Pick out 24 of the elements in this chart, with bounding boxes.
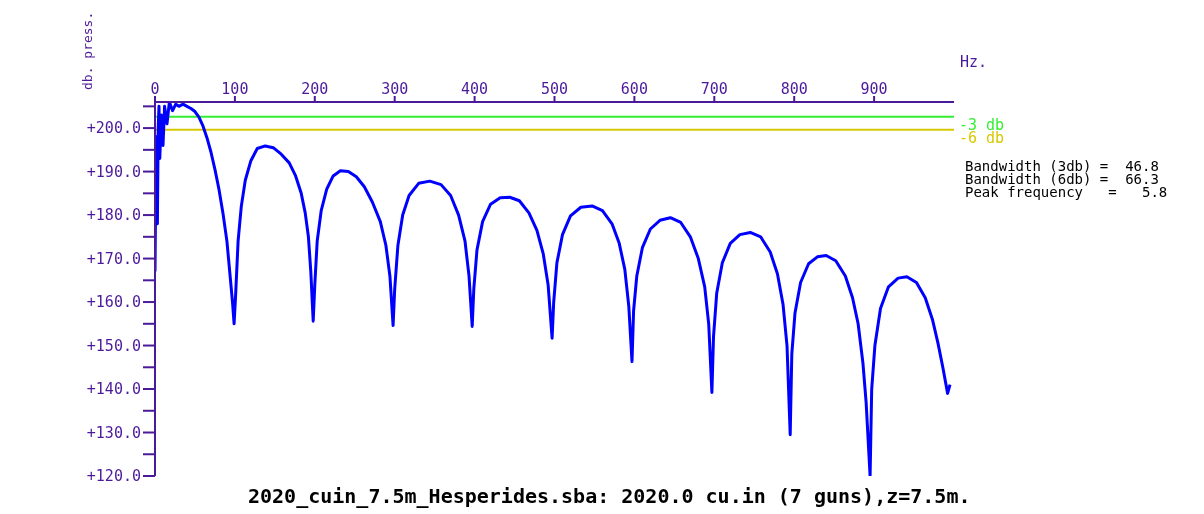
x-tick-label: 300: [381, 80, 409, 98]
y-tick-label: +140.0: [86, 380, 141, 399]
x-tick-label: 400: [461, 80, 489, 98]
x-axis-title: Hz.: [960, 53, 988, 71]
x-tick-label: 900: [860, 80, 888, 98]
text: Bandwidth (3db) = 46.8: [965, 158, 1160, 174]
text: Bandwidth (6db) = 66.3: [965, 171, 1160, 187]
x-tick-label: 200: [301, 80, 329, 98]
y-axis-title: db. press.: [80, 11, 95, 90]
y-tick-label: +180.0: [86, 206, 141, 225]
y-tick-label: +130.0: [86, 423, 141, 442]
x-tick-label: 700: [700, 80, 728, 98]
x-tick-label: 0: [150, 80, 160, 98]
y-tick-label: +200.0: [86, 119, 141, 138]
text: 2020_cuin_7.5m_Hesperides.sba: 2020.0 cu.in (7 guns),z=7.5m.: [248, 484, 971, 508]
y-tick-label: +160.0: [86, 293, 141, 312]
y-tick-label: +120.0: [86, 467, 141, 486]
y-tick-label: +190.0: [86, 162, 141, 181]
x-tick-label: 800: [780, 80, 808, 98]
x-tick-label: 500: [540, 80, 569, 98]
y-tick-label: +170.0: [86, 249, 141, 268]
y-tick-label: +150.0: [86, 336, 141, 355]
x-tick-label: 100: [221, 80, 249, 98]
x-tick-label: 600: [620, 80, 648, 98]
